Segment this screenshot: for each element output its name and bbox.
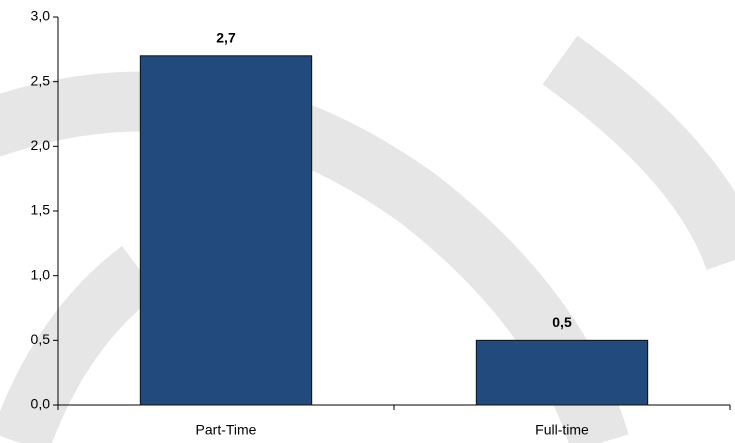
watermark-arc xyxy=(542,35,735,271)
y-tick-label: 1,0 xyxy=(31,266,51,282)
y-tick-label: 0,0 xyxy=(31,396,51,412)
x-tick-label: Full-time xyxy=(535,422,589,438)
bar xyxy=(139,55,313,406)
y-tick-label: 3,0 xyxy=(31,8,51,24)
y-tick-label: 1,5 xyxy=(31,202,51,218)
value-label: 0,5 xyxy=(552,314,572,330)
value-label: 2,7 xyxy=(216,30,236,46)
x-tick-label: Part-Time xyxy=(196,422,257,438)
watermark-arc xyxy=(0,246,159,443)
bar xyxy=(475,339,649,406)
y-tick-label: 2,0 xyxy=(31,137,51,153)
y-tick-label: 0,5 xyxy=(31,331,51,347)
y-tick-label: 2,5 xyxy=(31,72,51,88)
